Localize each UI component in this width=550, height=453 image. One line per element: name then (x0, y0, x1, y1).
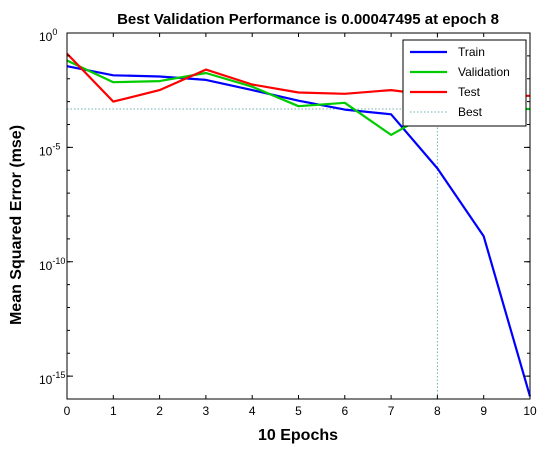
x-tick-label: 9 (480, 404, 487, 418)
x-tick-label: 3 (203, 404, 210, 418)
legend-box (402, 39, 527, 127)
legend-label-validation: Validation (458, 65, 510, 79)
y-tick-label: 10-5 (39, 141, 60, 158)
x-axis-label: 10 Epochs (258, 427, 338, 444)
legend-label-test: Test (458, 85, 481, 99)
chart-title: Best Validation Performance is 0.0004749… (117, 11, 499, 28)
x-tick-label: 8 (434, 404, 441, 418)
legend-label-best: Best (458, 105, 483, 119)
legend: Train Validation Test Best (402, 39, 527, 127)
x-tick-label: 4 (249, 404, 256, 418)
x-tick-label: 7 (388, 404, 395, 418)
x-tick-label: 1 (110, 404, 117, 418)
series-line-train (66, 65, 532, 397)
x-tick-label: 5 (295, 404, 302, 418)
y-tick-label: 10-10 (39, 256, 65, 273)
x-tick-label: 0 (64, 404, 71, 418)
y-axis-label: Mean Squared Error (mse) (8, 125, 25, 325)
y-tick-label: 10-15 (39, 370, 65, 387)
x-tick-label: 2 (156, 404, 163, 418)
legend-label-train: Train (458, 45, 485, 59)
x-tick-label: 6 (341, 404, 348, 418)
axis-ticks: 0 1 2 3 4 5 6 7 8 9 10 100 10-5 10-10 10-15 (39, 27, 537, 418)
y-tick-label: 100 (39, 27, 57, 44)
x-tick-label: 10 (523, 404, 537, 418)
